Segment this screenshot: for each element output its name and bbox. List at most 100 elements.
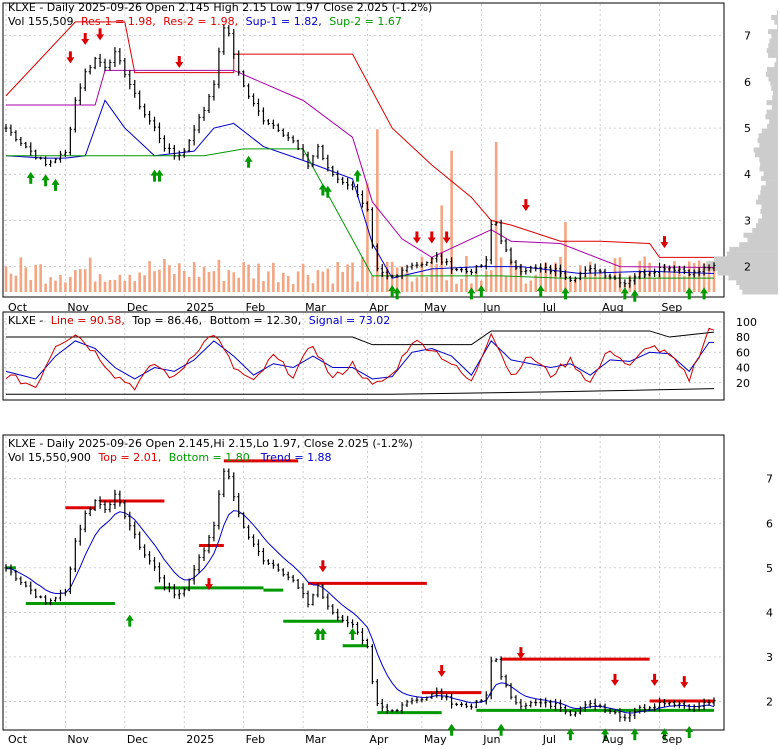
up-arrow — [244, 155, 253, 168]
volume-bar — [242, 262, 245, 292]
volume-bar — [173, 273, 176, 292]
panel3-x-axis: Oct Nov Dec 2025 Feb Mar Apr May Jun Jul Aug Sep — [8, 733, 682, 746]
volume-profile-bar — [758, 194, 778, 200]
up-arrow — [155, 169, 164, 182]
volume-profile-bar — [757, 138, 778, 144]
panel3-x-tick-label: Jul — [542, 733, 556, 745]
volume-bar — [603, 277, 607, 292]
volume-bar — [435, 263, 439, 292]
volume-bar — [148, 261, 151, 292]
panel3-x-tick-label: Apr — [369, 733, 389, 745]
volume-bar — [138, 272, 141, 292]
stoch-top-label: Top = 86.46, — [131, 314, 202, 327]
volume-profile-bar — [747, 237, 778, 243]
up-arrow — [536, 285, 545, 298]
volume-profile-bar — [717, 270, 778, 276]
volume-bar — [564, 222, 567, 292]
volume-bar — [237, 277, 240, 292]
volume-profile-bar — [770, 81, 778, 87]
volume-profile-bar — [765, 180, 778, 186]
panel3-x-tick-label: Aug — [602, 733, 623, 745]
volume-bar — [133, 281, 137, 292]
volume-profile-bar — [761, 175, 778, 181]
volume-profile-bar — [753, 147, 778, 153]
volume-profile-bar — [768, 29, 778, 35]
down-arrow — [204, 578, 213, 591]
volume-bar — [539, 269, 543, 292]
volume-profile-bar — [766, 100, 778, 106]
panel3-y-tick-label: 2 — [766, 695, 773, 708]
stoch-signal-line — [5, 340, 714, 380]
volume-profile-bar — [768, 43, 778, 49]
volume-bar — [187, 276, 191, 292]
volume-bar — [29, 279, 33, 292]
panel3-y-tick-label: 7 — [766, 473, 773, 486]
sup1-label: Sup-1 = 1.82, — [246, 15, 322, 28]
volume-profile-bar — [761, 213, 778, 219]
panel3-y-tick-label: 6 — [766, 517, 773, 530]
volume-profile-bar — [755, 223, 778, 229]
volume-bar — [311, 283, 315, 292]
volume-profile-bar — [768, 52, 778, 58]
volume-profile-bar — [766, 109, 778, 115]
price-bars — [4, 24, 716, 288]
stoch-y-tick-label: 40 — [736, 362, 750, 375]
volume-bar — [202, 266, 206, 292]
volume-profile-bar — [726, 251, 778, 257]
volume-bar — [232, 272, 236, 292]
volume-bar — [450, 150, 453, 292]
up-arrow — [26, 171, 35, 184]
volume-profile-bar — [759, 166, 778, 172]
volume-bar — [49, 277, 52, 292]
volume-bar — [430, 257, 434, 292]
volume-profile-bar — [755, 199, 778, 205]
volume-bar — [588, 261, 592, 292]
x-tick-label: Nov — [67, 301, 89, 314]
volume-profile-bar — [772, 90, 778, 96]
volume-bar — [331, 283, 335, 292]
volume-bar — [460, 278, 463, 292]
volume-bar — [222, 281, 226, 292]
stoch-y-tick-label: 100 — [736, 316, 757, 329]
volume-bar — [702, 263, 706, 292]
res2-label: Res-2 = 1.98, — [163, 15, 238, 28]
volume-bar — [653, 278, 656, 292]
volume-bar — [326, 268, 330, 292]
volume-bar — [54, 280, 57, 292]
volume-profile-bar — [776, 57, 778, 63]
volume-bar — [400, 266, 404, 292]
volume-bar — [257, 263, 260, 292]
volume-profile-bar — [739, 284, 778, 290]
volume-bar — [494, 142, 498, 292]
volume-bar — [272, 262, 275, 292]
panel3-x-tick-label: Jun — [482, 733, 500, 745]
volume-profile-bar — [759, 142, 778, 148]
purple-line — [6, 69, 715, 269]
volume-bar — [410, 281, 414, 292]
volume-bar — [247, 264, 250, 292]
volume-bar — [316, 270, 320, 292]
up-arrow — [620, 287, 629, 300]
volume-bar — [74, 270, 77, 292]
volume-bar — [9, 273, 13, 292]
volume-bar — [252, 278, 255, 292]
volume-bar — [514, 265, 518, 292]
panel1-frame — [2, 2, 725, 298]
stoch-line-label: Line = 90.58, — [51, 314, 125, 327]
volume-bar — [336, 261, 340, 292]
stoch-bottom-label: Bottom = 12.30, — [210, 314, 302, 327]
volume-profile — [701, 10, 778, 295]
volume-bar — [440, 205, 443, 292]
volume-bar — [281, 272, 285, 292]
x-tick-label: Apr — [369, 301, 389, 314]
up-arrow — [447, 723, 456, 736]
volume-bars — [4, 129, 716, 292]
volume-bar — [34, 264, 38, 292]
volume-bar — [277, 282, 280, 292]
volume-bar — [19, 257, 23, 292]
y-tick-label: 6 — [744, 76, 751, 89]
up-arrow — [393, 287, 402, 300]
volume-bar — [425, 277, 429, 292]
sup2-label: Sup-2 = 1.67 — [329, 15, 402, 28]
volume-bar — [168, 265, 171, 292]
